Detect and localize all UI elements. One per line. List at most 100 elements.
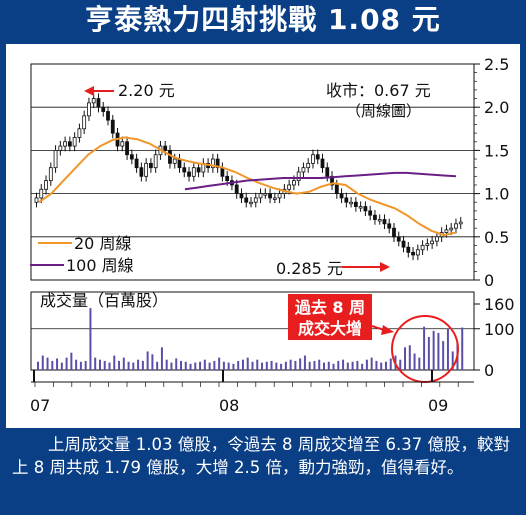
ma100-line — [184, 171, 457, 191]
volume-bar — [289, 359, 292, 370]
candle-body — [244, 197, 249, 203]
candle-body — [444, 229, 449, 233]
volume-bar — [356, 360, 359, 370]
candle-body — [458, 221, 463, 225]
volume-bar — [251, 361, 254, 370]
volume-bar — [103, 360, 106, 370]
chart-title: 亨泰熱力四射挑戰 1.08 元 — [85, 3, 441, 36]
price-y-tick-label: 1.5 — [484, 141, 509, 160]
candle-body — [272, 197, 277, 200]
volume-bar — [141, 360, 144, 370]
candle-body — [72, 137, 77, 147]
candle-body — [411, 251, 415, 256]
volume-bar — [384, 361, 387, 370]
candle-body — [210, 158, 215, 169]
candle-body — [239, 193, 244, 199]
volume-bar — [160, 347, 163, 370]
candle-body — [134, 158, 139, 169]
volume-bar — [208, 362, 211, 370]
candle-body — [67, 141, 72, 147]
volume-bar — [51, 360, 54, 370]
high-arrow-head — [84, 86, 94, 96]
volume-bar — [380, 362, 383, 370]
volume-bar — [342, 359, 345, 370]
volume-bar — [180, 360, 182, 370]
candle-body — [225, 175, 230, 182]
volume-bar — [37, 361, 39, 370]
volume-bar — [365, 359, 368, 370]
volume-bar — [189, 363, 192, 370]
volume-annotation-box — [288, 294, 372, 340]
candle-body — [296, 171, 301, 182]
volume-bar — [122, 357, 125, 370]
candle-body — [129, 154, 134, 160]
volume-bar — [199, 361, 202, 370]
candle-body — [277, 193, 282, 199]
candle-body — [373, 214, 377, 220]
high-annotation: 2.20 元 — [118, 81, 175, 100]
volume-annotation-line2: 成交大增 — [298, 319, 362, 338]
chart-panel: 2.5 2.0 1.5 1.0 0.5 0 20 周線 100 周線 收市：0.67 元 （周線圖… — [4, 42, 522, 430]
volume-bar — [351, 361, 354, 370]
candle-body — [77, 128, 82, 138]
candle-body — [172, 158, 177, 164]
candle-body — [268, 193, 272, 199]
candle-body — [420, 245, 425, 251]
volume-bar — [461, 327, 464, 370]
volume-bar — [432, 330, 435, 370]
volume-bar — [437, 332, 440, 370]
volume-bar — [265, 361, 268, 370]
low-arrow-head — [380, 262, 390, 272]
candle-body — [139, 167, 144, 177]
volume-bar — [280, 363, 283, 370]
candle-body — [311, 154, 315, 164]
caption: 上周成交量 1.03 億股，令過去 8 周成交增至 6.37 億股，較對上 8 … — [12, 435, 510, 477]
candle-body — [34, 197, 39, 203]
volume-bar — [165, 359, 168, 370]
price-y-tick-label: 0.5 — [484, 228, 509, 247]
volume-bar — [232, 363, 235, 370]
candle-body — [125, 141, 129, 156]
candle-body — [58, 145, 63, 151]
volume-arrow-head — [381, 325, 394, 335]
volume-bar — [256, 359, 259, 370]
volume-bar — [79, 361, 82, 370]
volume-bar — [94, 357, 97, 370]
candle-body — [339, 193, 344, 199]
candle-body — [434, 236, 439, 242]
candle-body — [101, 106, 106, 112]
volume-bar — [299, 358, 302, 370]
volume-bar — [175, 358, 178, 370]
candle-body — [215, 158, 220, 169]
volume-bar — [146, 351, 149, 370]
candle-body — [96, 98, 101, 108]
volume-y-tick-label: 160 — [484, 295, 515, 314]
candle-body — [196, 167, 201, 173]
volume-bar — [246, 357, 249, 370]
volume-bar — [370, 357, 373, 370]
candle-body — [315, 154, 320, 160]
volume-bar — [41, 355, 44, 370]
candle-body — [87, 102, 91, 117]
volume-bar — [303, 355, 306, 370]
volume-bar — [98, 359, 101, 370]
candle-body — [363, 206, 368, 212]
candle-body — [63, 141, 67, 147]
candle-body — [163, 145, 168, 151]
candle-body — [168, 150, 172, 164]
volume-bar — [222, 361, 225, 370]
candle-body — [430, 240, 435, 245]
candle-body — [253, 197, 258, 203]
candle-body — [358, 206, 363, 209]
volume-bar — [84, 360, 87, 370]
volume-bar — [113, 355, 116, 370]
x-tick-label: 09 — [428, 396, 448, 415]
candle-body — [187, 171, 191, 177]
candle-body — [301, 167, 306, 173]
volume-bar — [237, 360, 240, 370]
volume-bar — [184, 361, 187, 370]
candle-body — [110, 119, 115, 134]
candle-body — [406, 246, 411, 253]
ma20-line — [38, 136, 457, 237]
volume-bar — [327, 361, 330, 370]
